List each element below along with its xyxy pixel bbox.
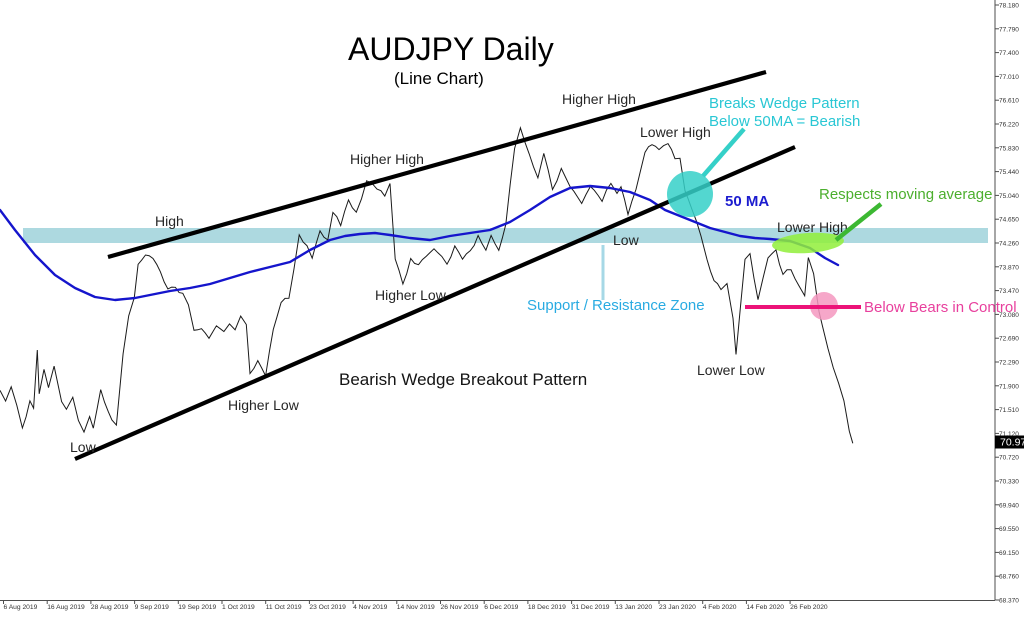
svg-text:AUDJPY Daily: AUDJPY Daily [348, 31, 554, 67]
svg-text:Lower Low: Lower Low [697, 362, 766, 378]
svg-text:23 Oct 2019: 23 Oct 2019 [309, 604, 346, 611]
svg-text:14 Nov 2019: 14 Nov 2019 [397, 604, 435, 611]
svg-text:70.974: 70.974 [1000, 436, 1024, 448]
svg-text:50 MA: 50 MA [725, 193, 769, 210]
svg-text:Lower High: Lower High [640, 124, 711, 140]
svg-text:70.720: 70.720 [999, 455, 1019, 462]
svg-text:70.330: 70.330 [999, 479, 1019, 486]
svg-text:26 Nov 2019: 26 Nov 2019 [441, 604, 479, 611]
svg-text:28 Aug 2019: 28 Aug 2019 [91, 604, 129, 611]
svg-text:73.470: 73.470 [999, 288, 1019, 295]
svg-text:6 Dec 2019: 6 Dec 2019 [484, 604, 518, 611]
svg-text:4 Feb 2020: 4 Feb 2020 [703, 604, 737, 611]
svg-text:69.940: 69.940 [999, 502, 1019, 509]
svg-text:Higher Low: Higher Low [228, 397, 300, 413]
svg-text:76.610: 76.610 [999, 98, 1019, 105]
svg-text:71.510: 71.510 [999, 407, 1019, 414]
svg-text:26 Feb 2020: 26 Feb 2020 [790, 604, 828, 611]
svg-text:Breaks Wedge Pattern: Breaks Wedge Pattern [709, 95, 860, 112]
svg-text:76.220: 76.220 [999, 122, 1019, 129]
svg-text:77.790: 77.790 [999, 26, 1019, 33]
svg-text:74.260: 74.260 [999, 241, 1019, 248]
svg-text:Below 50MA = Bearish: Below 50MA = Bearish [709, 113, 860, 130]
svg-text:16 Aug 2019: 16 Aug 2019 [47, 604, 85, 611]
svg-text:14 Feb 2020: 14 Feb 2020 [746, 604, 784, 611]
svg-text:Low: Low [613, 232, 640, 248]
svg-text:18 Dec 2019: 18 Dec 2019 [528, 604, 566, 611]
svg-text:(Line Chart): (Line Chart) [394, 69, 484, 88]
svg-text:77.400: 77.400 [999, 50, 1019, 57]
svg-text:72.290: 72.290 [999, 360, 1019, 367]
svg-text:Higher Low: Higher Low [375, 287, 447, 303]
svg-text:High: High [155, 213, 184, 229]
svg-text:Lower High: Lower High [777, 219, 848, 235]
svg-text:1 Oct 2019: 1 Oct 2019 [222, 604, 255, 611]
svg-text:78.180: 78.180 [999, 3, 1019, 10]
svg-text:73.870: 73.870 [999, 264, 1019, 271]
svg-text:Higher High: Higher High [562, 91, 636, 107]
svg-text:71.900: 71.900 [999, 383, 1019, 390]
svg-text:4 Nov 2019: 4 Nov 2019 [353, 604, 387, 611]
svg-text:11 Oct 2019: 11 Oct 2019 [266, 604, 302, 611]
svg-text:74.650: 74.650 [999, 217, 1019, 224]
svg-text:72.690: 72.690 [999, 336, 1019, 343]
svg-text:Bearish Wedge Breakout Pattern: Bearish Wedge Breakout Pattern [339, 370, 587, 389]
svg-text:13 Jan 2020: 13 Jan 2020 [615, 604, 652, 611]
svg-text:69.550: 69.550 [999, 526, 1019, 533]
svg-text:6 Aug 2019: 6 Aug 2019 [4, 604, 38, 611]
svg-text:31 Dec 2019: 31 Dec 2019 [572, 604, 610, 611]
svg-text:Low: Low [70, 439, 97, 455]
svg-text:19 Sep 2019: 19 Sep 2019 [178, 604, 216, 611]
svg-text:9 Sep 2019: 9 Sep 2019 [135, 604, 169, 611]
svg-text:77.010: 77.010 [999, 74, 1019, 81]
svg-text:69.150: 69.150 [999, 550, 1019, 557]
svg-text:75.830: 75.830 [999, 145, 1019, 152]
svg-text:Higher High: Higher High [350, 151, 424, 167]
svg-text:75.040: 75.040 [999, 193, 1019, 200]
svg-text:Below Bears in Control: Below Bears in Control [864, 299, 1017, 316]
svg-text:Respects moving average: Respects moving average [819, 186, 992, 203]
svg-text:68.760: 68.760 [999, 574, 1019, 581]
svg-text:Support / Resistance Zone: Support / Resistance Zone [527, 297, 705, 314]
svg-text:68.370: 68.370 [999, 598, 1019, 605]
svg-text:23 Jan 2020: 23 Jan 2020 [659, 604, 696, 611]
svg-text:75.440: 75.440 [999, 169, 1019, 176]
